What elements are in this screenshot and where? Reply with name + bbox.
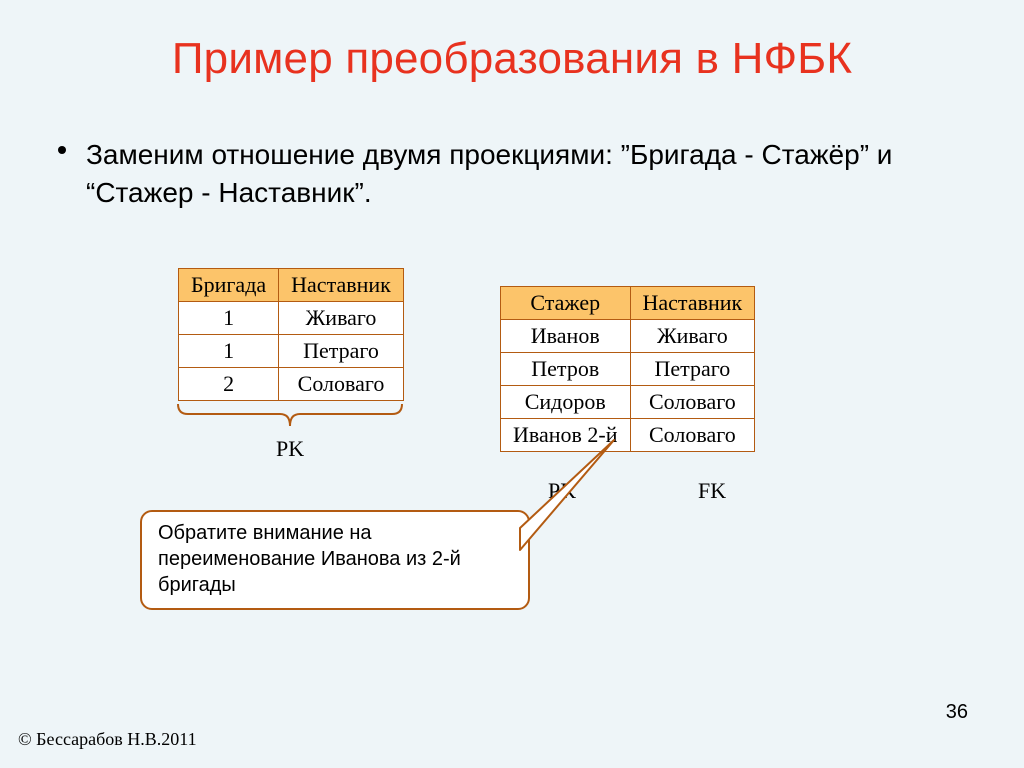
pk-label-left: PK — [276, 436, 304, 462]
slide: Пример преобразования в НФБК Заменим отн… — [0, 0, 1024, 768]
pk-brace-icon — [178, 404, 402, 426]
page-number: 36 — [946, 701, 968, 724]
table-cell: Петраго — [630, 353, 755, 386]
pk-label-right: PK — [548, 478, 576, 504]
table-cell: Соловаго — [630, 419, 755, 452]
fk-label-right: FK — [698, 478, 726, 504]
bullet-text: Заменим отношение двумя проекциями: ”Бри… — [86, 139, 892, 208]
table-cell: Соловаго — [279, 368, 404, 401]
table-row: 1Живаго — [179, 302, 404, 335]
table-cell: Иванов 2-й — [501, 419, 631, 452]
table-cell: Соловаго — [630, 386, 755, 419]
table-cell: 2 — [179, 368, 279, 401]
table-header-cell: Наставник — [630, 287, 755, 320]
table-row: Иванов 2-йСоловаго — [501, 419, 755, 452]
table-cell: Живаго — [630, 320, 755, 353]
copyright-footer: © Бессарабов Н.В.2011 — [18, 729, 197, 750]
table-header-cell: Стажер — [501, 287, 631, 320]
table-row: 2Соловаго — [179, 368, 404, 401]
bullet-item: Заменим отношение двумя проекциями: ”Бри… — [86, 136, 944, 212]
table-cell: Петраго — [279, 335, 404, 368]
table-row: 1Петраго — [179, 335, 404, 368]
table-cell: Петров — [501, 353, 631, 386]
table-cell: 1 — [179, 335, 279, 368]
table-row: ПетровПетраго — [501, 353, 755, 386]
callout-note: Обратите внимание на переименование Иван… — [140, 510, 530, 610]
table-header-cell: Наставник — [279, 269, 404, 302]
table-header-cell: Бригада — [179, 269, 279, 302]
table-row: СидоровСоловаго — [501, 386, 755, 419]
table-cell: 1 — [179, 302, 279, 335]
table-cell: Иванов — [501, 320, 631, 353]
table-cell: Сидоров — [501, 386, 631, 419]
table-stazher-nastavnik: СтажерНаставникИвановЖивагоПетровПетраго… — [500, 286, 755, 452]
slide-title: Пример преобразования в НФБК — [0, 34, 1024, 84]
bullet-dot-icon — [58, 146, 66, 154]
table-brigada-nastavnik: БригадаНаставник1Живаго1Петраго2Соловаго — [178, 268, 404, 401]
table-cell: Живаго — [279, 302, 404, 335]
table-row: ИвановЖиваго — [501, 320, 755, 353]
